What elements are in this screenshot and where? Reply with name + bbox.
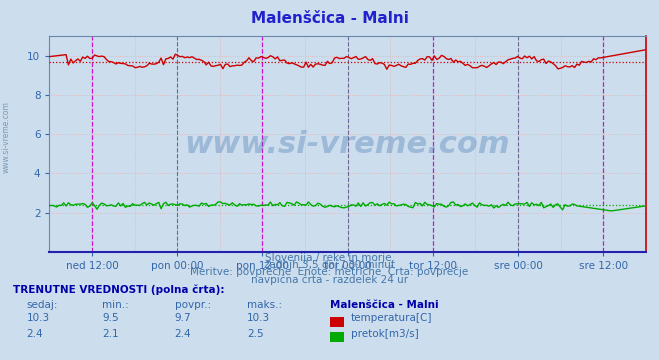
Text: Malenščica - Malni: Malenščica - Malni [330, 300, 438, 310]
Text: navpična črta - razdelek 24 ur: navpična črta - razdelek 24 ur [251, 274, 408, 285]
Text: Malenščica - Malni: Malenščica - Malni [250, 11, 409, 26]
Text: 10.3: 10.3 [247, 313, 270, 323]
Text: 2.4: 2.4 [26, 329, 43, 339]
Text: Slovenija / reke in morje.: Slovenija / reke in morje. [264, 253, 395, 263]
Text: maks.:: maks.: [247, 300, 282, 310]
Text: Meritve: povprečne  Enote: metrične  Črta: povprečje: Meritve: povprečne Enote: metrične Črta:… [190, 265, 469, 278]
Text: 9.5: 9.5 [102, 313, 119, 323]
Text: zadnjh 3,5 dni / 30 minut: zadnjh 3,5 dni / 30 minut [264, 260, 395, 270]
Text: temperatura[C]: temperatura[C] [351, 313, 432, 323]
Text: sedaj:: sedaj: [26, 300, 58, 310]
Text: 10.3: 10.3 [26, 313, 49, 323]
Text: 9.7: 9.7 [175, 313, 191, 323]
Text: www.si-vreme.com: www.si-vreme.com [185, 130, 511, 158]
Text: TRENUTNE VREDNOSTI (polna črta):: TRENUTNE VREDNOSTI (polna črta): [13, 285, 225, 296]
Text: www.si-vreme.com: www.si-vreme.com [2, 101, 11, 173]
Text: povpr.:: povpr.: [175, 300, 211, 310]
Text: 2.1: 2.1 [102, 329, 119, 339]
Text: min.:: min.: [102, 300, 129, 310]
Text: 2.5: 2.5 [247, 329, 264, 339]
Text: 2.4: 2.4 [175, 329, 191, 339]
Text: pretok[m3/s]: pretok[m3/s] [351, 329, 418, 339]
